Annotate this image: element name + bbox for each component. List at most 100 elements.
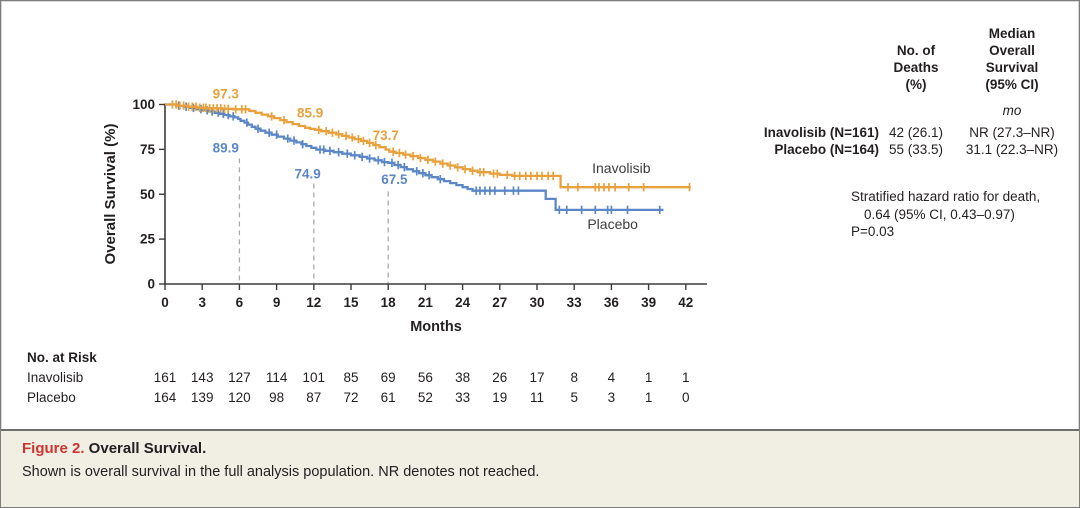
milestone-label-placebo-89.9: 89.9 [213,140,239,155]
median-column-header: Median Overall Survival (95% CI) [949,25,1075,93]
y-axis-label: Overall Survival (%) [102,124,119,265]
at-risk-value: 114 [266,370,288,385]
x-tick-label: 0 [161,295,169,310]
x-tick-label: 6 [236,295,244,310]
y-tick-label: 0 [147,277,155,292]
y-tick-label: 100 [132,97,155,112]
at-risk-value: 69 [381,370,396,385]
at-risk-value: 61 [381,390,396,405]
x-tick-label: 3 [198,295,206,310]
x-tick-label: 18 [381,295,397,310]
curve-label-placebo: Placebo [587,216,638,232]
x-tick-label: 42 [678,295,693,310]
at-risk-value: 38 [455,370,470,385]
at-risk-value: 101 [303,370,326,385]
at-risk-value: 5 [570,390,578,405]
hazard-ratio-note: Stratified hazard ratio for death, 0.64 … [851,188,1079,241]
deaths-header-line: Deaths [893,60,939,75]
km-curve-placebo [165,103,664,212]
at-risk-title: No. at Risk [27,350,97,365]
at-risk-value: 3 [608,390,616,405]
x-tick-label: 9 [273,295,281,310]
x-tick-label: 15 [343,295,359,310]
p-value: P=0.03 [851,224,895,239]
deaths-column-header: No. of Deaths (%) [879,42,953,93]
at-risk-value: 11 [530,390,544,405]
hazard-line: Stratified hazard ratio for death, [851,189,1041,204]
censor-marks-inavolisib [171,100,691,192]
x-tick-label: 21 [418,295,434,310]
milestone-label-inavolisib-73.7: 73.7 [373,128,399,143]
stats-row-inavolisib: Inavolisib (N=161) 42 (26.1) NR (27.3–NR… [1,124,1079,141]
median-unit-label: mo [1002,103,1022,118]
at-risk-value: 8 [570,370,578,385]
at-risk-value: 19 [492,390,507,405]
x-tick-label: 33 [567,295,583,310]
median-value: 31.1 (22.3–NR) [965,142,1059,157]
median-header-line: Median [988,26,1036,41]
at-risk-value: 56 [418,370,433,385]
at-risk-value: 120 [228,390,251,405]
at-risk-value: 52 [418,390,433,405]
at-risk-value: 72 [343,390,358,405]
milestone-label-placebo-67.5: 67.5 [381,172,408,187]
milestone-label-placebo-74.9: 74.9 [294,167,320,182]
median-value: NR (27.3–NR) [969,125,1055,140]
at-risk-value: 17 [529,370,544,385]
at-risk-value: 33 [455,390,470,405]
reference-lines [238,158,389,284]
stats-row-placebo: Placebo (N=164) 55 (33.5) 31.1 (22.3–NR) [1,141,1079,158]
x-axis-label: Months [410,319,462,335]
hazard-line: 0.64 (95% CI, 0.43–0.97) [864,206,1015,222]
row-label: Placebo (N=164) [774,142,879,157]
at-risk-row-label-placebo: Placebo [27,390,76,405]
caption-heading: Figure 2. Overall Survival. [22,440,1079,457]
at-risk-value: 1 [645,370,653,385]
curve-label-inavolisib: Inavolisib [592,160,651,176]
y-tick-label: 75 [140,142,156,157]
at-risk-value: 127 [228,370,251,385]
figure-number-label: Figure 2. [22,440,85,457]
at-risk-value: 1 [682,370,690,385]
deaths-value: 55 (33.5) [888,142,944,157]
milestone-label-inavolisib-97.3: 97.3 [213,87,240,102]
median-header-line: Overall [989,43,1035,58]
median-header-line: Survival [985,60,1039,75]
at-risk-value: 143 [191,370,214,385]
at-risk-value: 87 [306,390,321,405]
figure-caption: Figure 2. Overall Survival. Shown is ove… [1,429,1079,507]
x-tick-label: 24 [455,295,471,310]
at-risk-value: 85 [343,370,358,385]
deaths-value: 42 (26.1) [888,125,944,140]
milestone-label-inavolisib-85.9: 85.9 [297,105,323,120]
at-risk-value: 164 [154,390,177,405]
caption-title: Overall Survival. [84,440,207,457]
at-risk-value: 161 [154,370,177,385]
deaths-header-line: (%) [905,77,927,92]
at-risk-value: 98 [269,390,284,405]
row-label: Inavolisib (N=161) [763,125,879,140]
x-tick-label: 12 [306,295,321,310]
x-tick-label: 27 [492,295,507,310]
at-risk-row-label-inavolisib: Inavolisib [27,370,83,385]
x-tick-label: 30 [529,295,544,310]
x-tick-label: 36 [604,295,620,310]
deaths-header-line: No. of [896,43,936,58]
y-tick-label: 50 [140,187,155,202]
km-series-inavolisib: 97.3 85.9 73.7 Inavolisib [165,87,691,192]
at-risk-value: 139 [191,390,214,405]
at-risk-value: 0 [682,390,690,405]
x-tick-label: 39 [641,295,656,310]
caption-body: Shown is overall survival in the full an… [22,464,540,480]
median-header-line: (95% CI) [985,77,1039,92]
at-risk-value: 1 [645,390,653,405]
at-risk-value: 26 [492,370,507,385]
km-series-placebo: 89.9 74.9 67.5 Placebo [165,101,664,232]
y-tick-label: 25 [140,232,156,247]
at-risk-value: 4 [608,370,616,385]
